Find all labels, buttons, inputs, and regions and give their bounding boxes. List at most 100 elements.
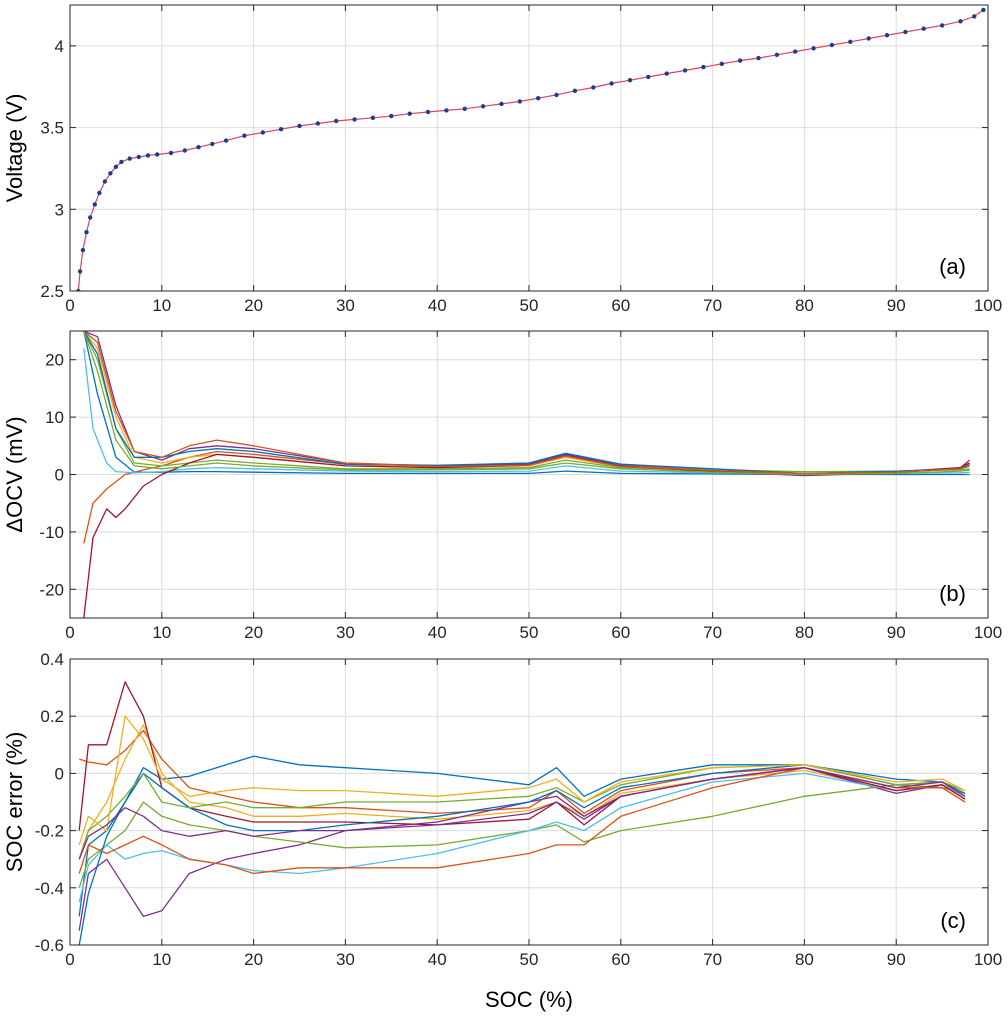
- panel-1-xtick-label-60: 60: [611, 623, 630, 642]
- panel-2-xtick-label-100: 100: [974, 950, 1002, 969]
- panel-0-point-21: [260, 130, 265, 135]
- panel-2-xtick-label-30: 30: [336, 950, 355, 969]
- panel-0-ylabel: Voltage (V): [2, 94, 27, 203]
- panel-0-point-4: [88, 215, 93, 220]
- panel-0-point-20: [242, 133, 247, 138]
- panel-0-point-17: [196, 145, 201, 150]
- panel-0-point-25: [334, 118, 339, 124]
- panel-0-point-56: [903, 29, 908, 35]
- panel-0-point-35: [517, 99, 522, 104]
- panel-1-ytick-label-3: 10: [45, 408, 64, 427]
- panel-2-xtick-label-60: 60: [611, 950, 630, 969]
- panel-1-ytick-label-4: 20: [45, 351, 64, 370]
- panel-0-point-8: [108, 171, 113, 176]
- panel-0-xtick-label-90: 90: [887, 296, 906, 315]
- panel-1-ytick-label-2: 0: [55, 466, 64, 485]
- panel-0-point-47: [737, 58, 743, 63]
- panel-0-xtick-label-100: 100: [974, 296, 1002, 315]
- panel-1-series-5: [83, 331, 970, 473]
- panel-1-ylabel: ΔOCV (mV): [2, 416, 27, 532]
- panel-1-ytick-label-0: -20: [39, 580, 64, 599]
- panel-0-point-0: [76, 288, 81, 291]
- panel-0-xtick-label-40: 40: [428, 296, 447, 315]
- panel-2-series-5: [78, 784, 966, 888]
- panel-2-ytick-label-5: 0.4: [40, 650, 64, 669]
- panel-0-point-55: [884, 33, 890, 38]
- panel-1-xtick-label-80: 80: [795, 623, 814, 642]
- panel-0-point-53: [848, 39, 853, 44]
- panel-0-point-44: [682, 68, 688, 73]
- panel-0-point-39: [591, 85, 596, 90]
- panel-2-xlabel: SOC (%): [485, 987, 573, 1012]
- panel-2-ytick-label-2: -0.2: [35, 822, 64, 841]
- panel-0-point-29: [407, 111, 412, 116]
- panel-1-xtick-label-50: 50: [520, 623, 539, 642]
- panel-1-xtick-label-40: 40: [428, 623, 447, 642]
- panel-0-point-15: [168, 150, 174, 156]
- panel-0-tag: (a): [939, 254, 966, 279]
- panel-0-point-16: [182, 148, 187, 153]
- panel-2-ytick-label-0: -0.6: [35, 936, 64, 955]
- panel-1-series-9: [83, 331, 970, 475]
- panel-1-xtick-label-0: 0: [65, 623, 74, 642]
- panel-1-xtick-label-100: 100: [974, 623, 1002, 642]
- panel-2-xtick-label-70: 70: [703, 950, 722, 969]
- panel-1-xtick-label-70: 70: [703, 623, 722, 642]
- panel-2-ytick-label-4: 0.2: [40, 707, 64, 726]
- panel-2-series-11: [78, 715, 966, 846]
- panel-2-ylabel: SOC error (%): [2, 732, 27, 873]
- panel-0-point-40: [609, 81, 614, 86]
- panel-0-point-24: [315, 121, 321, 126]
- panel-0-point-28: [389, 113, 394, 119]
- panel-0-point-54: [866, 36, 871, 41]
- panel-0-point-49: [774, 52, 780, 57]
- panel-0-xtick-label-70: 70: [703, 296, 722, 315]
- panel-0-point-59: [958, 19, 963, 24]
- panel-0-point-13: [145, 153, 151, 158]
- panel-0-xtick-label-10: 10: [152, 296, 171, 315]
- panel-0-xtick-label-0: 0: [65, 296, 74, 315]
- panel-0-ytick-label-2: 3.5: [40, 119, 64, 138]
- panel-1-series-10: [83, 331, 970, 476]
- panel-0-xtick-label-30: 30: [336, 296, 355, 315]
- panel-1-tag: (b): [939, 581, 966, 606]
- panel-1-xtick-label-90: 90: [887, 623, 906, 642]
- panel-2-series-1: [78, 755, 966, 917]
- panel-0-point-58: [939, 23, 945, 28]
- panel-0-point-22: [278, 127, 284, 132]
- panel-2-xtick-label-90: 90: [887, 950, 906, 969]
- panel-0-point-38: [572, 88, 578, 94]
- panel-0-series-group: [76, 7, 986, 291]
- panel-2-xtick-label-50: 50: [520, 950, 539, 969]
- panel-2-series-12: [78, 767, 966, 860]
- panel-0-xtick-label-20: 20: [244, 296, 263, 315]
- panel-0-point-23: [297, 123, 302, 129]
- panel-0-point-10: [119, 159, 124, 165]
- panel-0-point-43: [664, 71, 669, 76]
- panel-0-point-36: [536, 96, 541, 101]
- panel-0-point-32: [462, 106, 467, 112]
- panel-2-series-2: [79, 729, 966, 815]
- panel-0-point-33: [480, 104, 486, 109]
- panel-0-ytick-label-1: 3: [55, 200, 64, 219]
- panel-2-xtick-label-40: 40: [428, 950, 447, 969]
- panel-0-point-50: [793, 49, 798, 54]
- panel-0-point-5: [92, 202, 98, 207]
- panel-0-point-61: [981, 7, 986, 13]
- panel-0-point-6: [97, 190, 102, 196]
- panel-0-point-26: [352, 117, 357, 122]
- panel-1-xtick-label-20: 20: [244, 623, 263, 642]
- panel-2-ytick-label-1: -0.4: [35, 879, 64, 898]
- panel-0-xtick-label-80: 80: [795, 296, 814, 315]
- panel-0-point-11: [127, 156, 132, 161]
- panel-2-series-9: [78, 767, 966, 875]
- panel-1-series-group: [83, 331, 971, 618]
- panel-0-point-45: [701, 64, 706, 70]
- panel-0-point-46: [719, 61, 724, 66]
- panel-0-point-3: [84, 230, 89, 235]
- panel-0-point-60: [972, 14, 977, 19]
- panel-0-point-30: [425, 109, 431, 115]
- panel-0-point-34: [499, 101, 504, 107]
- panel-1-ytick-label-1: -10: [39, 523, 64, 542]
- panel-0-point-48: [756, 55, 761, 61]
